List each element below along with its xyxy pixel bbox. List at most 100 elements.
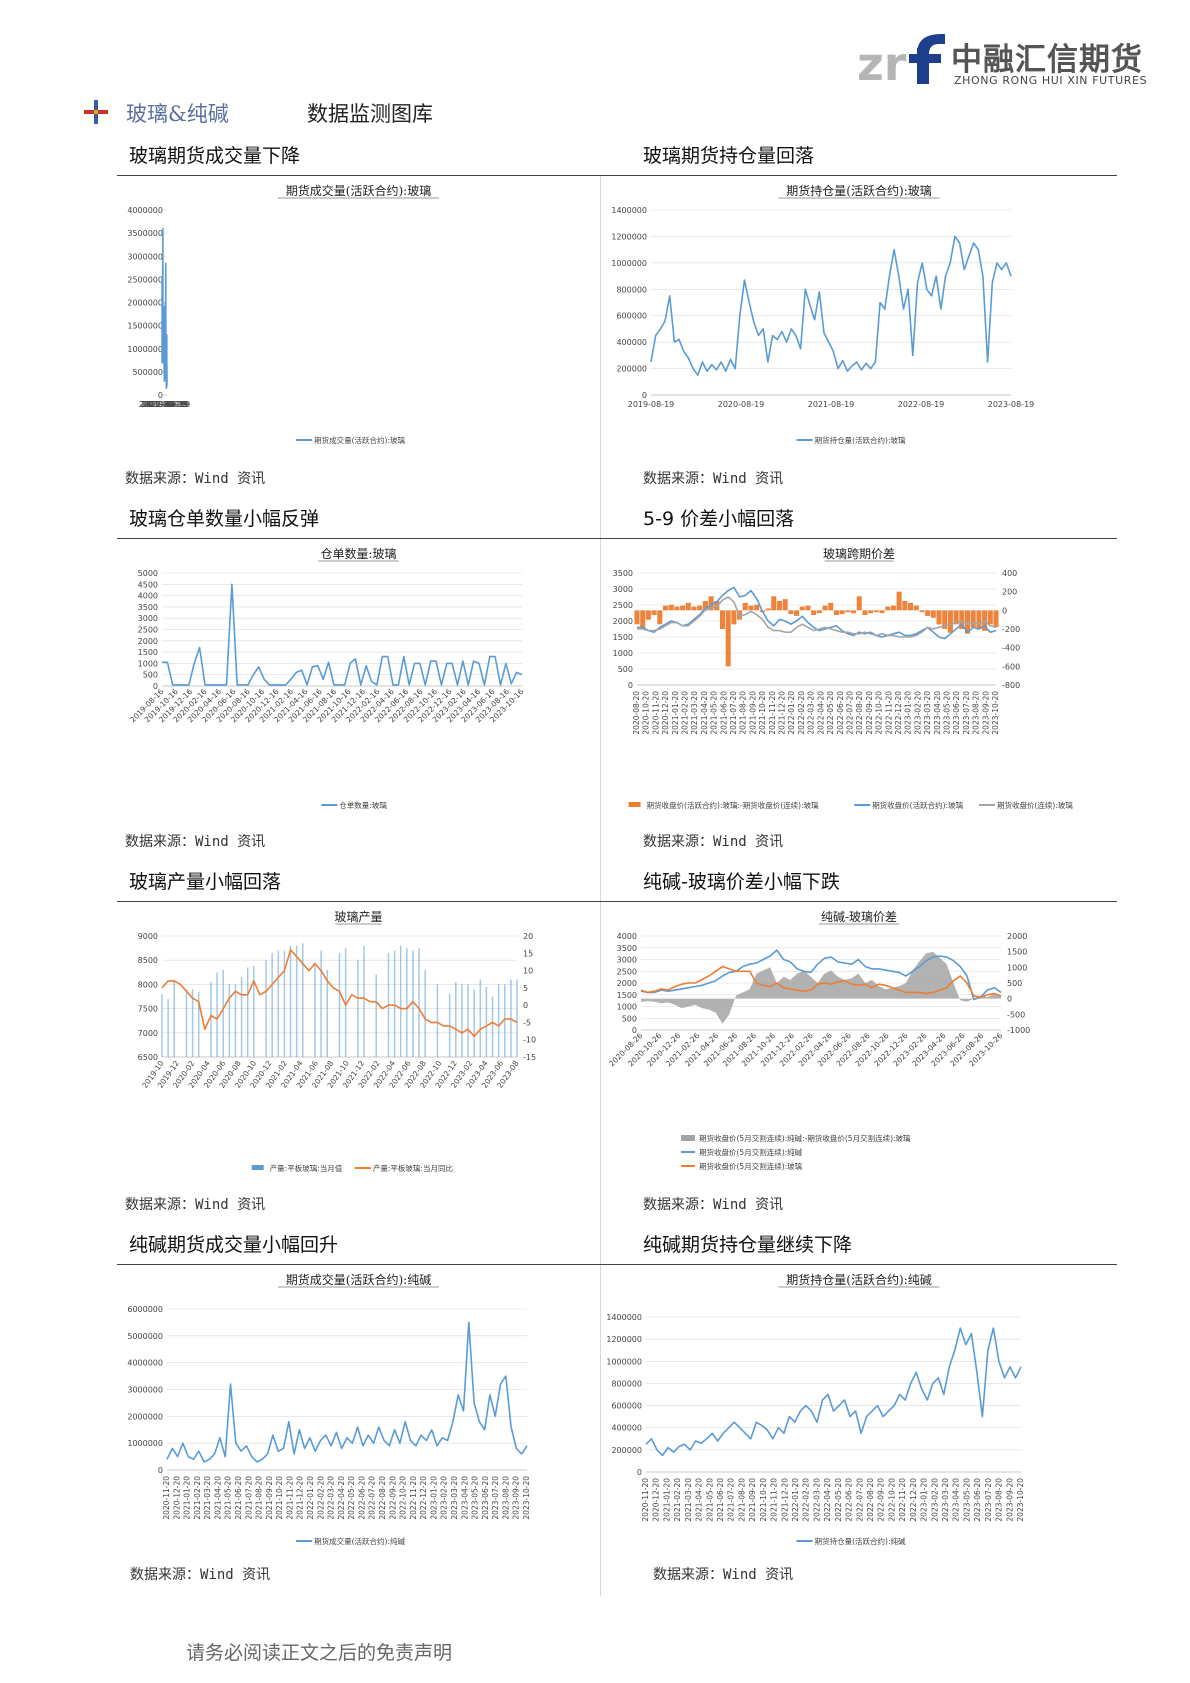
- bar: [771, 596, 777, 611]
- y-tick-label: 0: [642, 391, 647, 400]
- logo-mark-icon: zr: [857, 34, 945, 90]
- x-tick-label: 2023-08-19: [139, 400, 186, 409]
- chart-title: 仓单数量:玻璃: [320, 546, 396, 561]
- x-tick-label: 2023-06-20: [973, 1478, 982, 1522]
- x-tick-label: 2023-08-20: [972, 691, 981, 735]
- x-tick-label: 2021-10-20: [759, 1478, 768, 1522]
- bar: [862, 610, 868, 615]
- x-tick-label: 2019-08-19: [144, 400, 191, 409]
- x-tick-label: 2021-11-20: [770, 1478, 779, 1522]
- section-title: 纯碱期货成交量小幅回升: [129, 1234, 339, 1256]
- y2-tick-label: 1000: [1007, 963, 1027, 972]
- chart-svg: 玻璃产量 6500 7000 7500 8000 8500 9000 -15 -10 -5 0 5 10…: [138, 910, 536, 1173]
- bar: [479, 979, 482, 1057]
- legend-label: 期货收盘价(5月交割连续):玻璃: [699, 1161, 803, 1171]
- bar: [357, 960, 359, 1057]
- y-tick-label: 1500000: [127, 322, 163, 331]
- x-tick-label: 2022-06-20: [845, 1478, 854, 1522]
- bar: [485, 986, 488, 1057]
- bar: [708, 596, 714, 611]
- svg-text:zr: zr: [857, 37, 907, 90]
- x-tick-label: 2022-09-20: [877, 1478, 886, 1522]
- bar: [822, 605, 828, 611]
- x-tick-label: 2022-07-20: [368, 1476, 377, 1520]
- x-tick-label: 2020-12-20: [661, 691, 670, 735]
- y-tick-label: 800000: [616, 285, 647, 294]
- bar: [754, 604, 760, 611]
- legend-label: 期货收盘价(活跃合约):玻璃: [872, 800, 963, 810]
- x-tick-label: 2020-12-20: [652, 1478, 661, 1522]
- y2-tick-label: 0: [1007, 995, 1012, 1004]
- page-title-part1: 玻璃&纯碱: [126, 102, 229, 126]
- logo-cn-text: 中融汇信期货: [951, 42, 1143, 78]
- x-tick-label: 2022-04-20: [337, 1476, 346, 1520]
- bar: [197, 991, 200, 1057]
- bar: [902, 601, 908, 611]
- x-tick-label: 2022-04-20: [823, 1478, 832, 1522]
- x-tick-label: 2023-05-20: [962, 1478, 971, 1522]
- y-tick-label: 400000: [616, 338, 647, 347]
- y-tick-label: 3000: [613, 585, 633, 594]
- bar: [455, 981, 457, 1057]
- bar: [987, 610, 993, 625]
- x-tick-label: 2022-08-20: [866, 1478, 875, 1522]
- section-rule: [117, 901, 1117, 902]
- y-tick-label: 3000000: [127, 1386, 163, 1395]
- bar: [668, 604, 674, 611]
- x-tick-label: 2021-06-20: [234, 1476, 243, 1520]
- y-tick-label: 6500: [138, 1053, 158, 1062]
- x-tick-label: 2020-08-19: [143, 400, 190, 409]
- chart-svg: 期货持仓量(活跃合约):纯碱 0 200000 400000 600000 800000 1…: [606, 1272, 1025, 1546]
- y-tick-label: 4000000: [127, 206, 163, 215]
- y-tick-label: 400000: [611, 1424, 642, 1433]
- section-rule: [117, 538, 1117, 539]
- bar: [651, 610, 657, 615]
- y2-tick-label: 10: [523, 967, 533, 976]
- x-tick-label: 2022-10-20: [887, 1478, 896, 1522]
- bar: [344, 948, 347, 1057]
- x-tick-label: 2019-08-19: [628, 400, 675, 409]
- chart-svg: 期货成交量(活跃合约):玻璃 0 500000 1000000 1500000 20000…: [127, 183, 439, 445]
- x-tick-label: 2022-10-20: [399, 1476, 408, 1520]
- bar: [645, 610, 651, 620]
- x-tick-label: 2023-08-20: [501, 1476, 510, 1520]
- x-tick-label: 2021-02-20: [681, 691, 690, 735]
- y-tick-label: 2500: [617, 967, 637, 976]
- bar: [228, 984, 231, 1057]
- x-tick-label: 2021-03-20: [690, 691, 699, 735]
- line-series: [637, 586, 997, 640]
- bar: [919, 610, 925, 613]
- x-tick-label: 2021-05-20: [224, 1476, 233, 1520]
- bar: [856, 596, 862, 611]
- y-tick-label: 4000: [617, 932, 637, 941]
- x-tick-label: 2022-09-20: [865, 691, 874, 735]
- bar: [799, 606, 805, 611]
- y-tick-label: 5000: [138, 569, 158, 578]
- y-tick-label: 3500: [138, 603, 158, 612]
- bar: [794, 610, 800, 616]
- bar: [868, 610, 874, 614]
- x-tick-label: 2021-02-20: [193, 1476, 202, 1520]
- data-source: 数据来源：Wind 资讯: [125, 471, 266, 487]
- y-tick-label: 1400000: [606, 1313, 642, 1322]
- column-divider: [600, 176, 601, 1596]
- y2-tick-label: 200: [1002, 588, 1017, 597]
- y-tick-label: 1000: [613, 649, 633, 658]
- x-tick-label: 2022-11-20: [409, 1476, 418, 1520]
- bar: [890, 605, 896, 611]
- y-tick-label: 2500000: [127, 275, 163, 284]
- x-tick-label: 2023-08-20: [995, 1478, 1004, 1522]
- chart-panel: 纯碱-玻璃价差 0 500 1000 1500 2000 2500 3000 3500 4000 -…: [601, 906, 1117, 1181]
- chart-panel: 期货成交量(活跃合约):纯碱 0 1000000 2000000 3000000 4000…: [117, 1269, 600, 1554]
- x-tick-label: 2021-07-20: [727, 1478, 736, 1522]
- x-tick-label: 2023-01-20: [920, 1478, 929, 1522]
- bar: [896, 591, 902, 611]
- data-source: 数据来源：Wind 资讯: [130, 1567, 271, 1583]
- x-tick-label: 2020-12-20: [172, 1476, 181, 1520]
- bar: [265, 960, 267, 1057]
- bar: [691, 606, 697, 611]
- x-tick-label: 2020-10-20: [642, 691, 651, 735]
- x-tick-label: 2021-09-20: [748, 1478, 757, 1522]
- x-tick-label: 2022-03-20: [327, 1476, 336, 1520]
- chart-title: 期货成交量(活跃合约):玻璃: [286, 183, 431, 198]
